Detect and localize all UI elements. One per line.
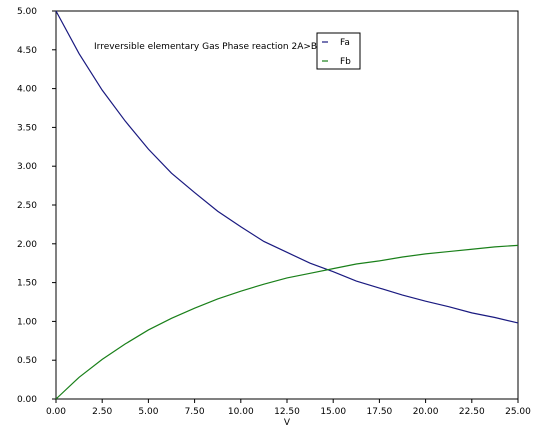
plot-area bbox=[55, 10, 519, 400]
y-tick-label: 1.50 bbox=[17, 279, 37, 289]
y-tick-label: 5.00 bbox=[17, 7, 37, 17]
x-axis-label: V bbox=[284, 418, 291, 428]
x-tick-label: 15.00 bbox=[320, 407, 346, 417]
y-tick-label: 3.50 bbox=[17, 123, 37, 133]
plot-border bbox=[55, 10, 519, 400]
x-tick-label: 0.00 bbox=[46, 407, 66, 417]
x-tick-label: 22.50 bbox=[459, 407, 485, 417]
x-tick-label: 7.50 bbox=[185, 407, 205, 417]
chart-title: Irreversible elementary Gas Phase reacti… bbox=[94, 42, 317, 52]
y-tick-label: 0.00 bbox=[17, 395, 37, 405]
x-tick-label: 2.50 bbox=[92, 407, 112, 417]
x-tick-label: 10.00 bbox=[228, 407, 254, 417]
x-tick-label: 25.00 bbox=[505, 407, 531, 417]
y-tick-label: 4.00 bbox=[17, 85, 37, 95]
x-tick-label: 20.00 bbox=[413, 407, 439, 417]
series-line-fb bbox=[55, 244, 519, 400]
y-axis: 0.00 0.50 1.00 1.50 2.00 2.50 3.00 3.50 4.00 4.50… bbox=[17, 7, 56, 405]
x-tick-label: 12.50 bbox=[274, 407, 300, 417]
series-layer bbox=[55, 10, 519, 400]
legend-box bbox=[316, 32, 361, 70]
y-tick-label: 0.50 bbox=[17, 356, 37, 366]
x-tick-label: 17.50 bbox=[367, 407, 393, 417]
x-tick-label: 5.00 bbox=[138, 407, 158, 417]
y-tick-label: 2.50 bbox=[17, 201, 37, 211]
y-tick-label: 2.00 bbox=[17, 240, 37, 250]
y-tick-label: 4.50 bbox=[17, 46, 37, 56]
legend-label-fa: Fa bbox=[340, 38, 350, 48]
legend-label-fb: Fb bbox=[340, 57, 351, 67]
x-axis: 0.00 2.50 5.00 7.50 10.00 12.50 15.00 17.50 20.0… bbox=[46, 399, 531, 417]
y-tick-label: 1.00 bbox=[17, 317, 37, 327]
legend: Fa Fb bbox=[316, 32, 361, 70]
series-line-fa bbox=[55, 10, 519, 324]
y-tick-label: 3.00 bbox=[17, 162, 37, 172]
